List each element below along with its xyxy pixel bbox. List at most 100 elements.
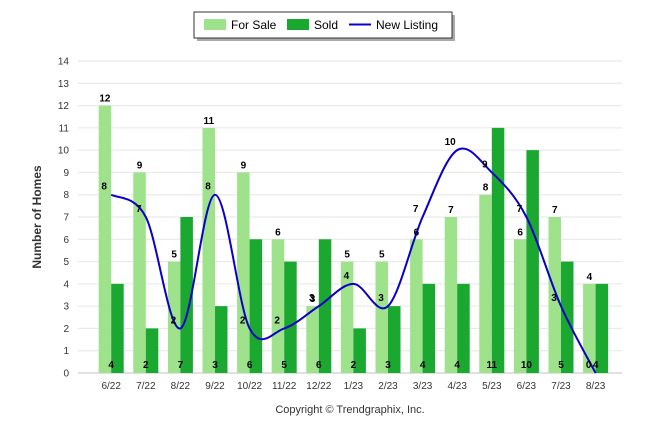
x-tick-label: 8/23 bbox=[586, 381, 606, 392]
for-sale-bar bbox=[410, 239, 423, 373]
for-sale-bar bbox=[237, 172, 250, 373]
x-tick-label: 10/22 bbox=[237, 381, 262, 392]
x-tick-label: 9/22 bbox=[205, 381, 225, 392]
x-axis: 6/22 7/22 8/22 9/22 10/22 11/22 12/22 1/23 2/23 3… bbox=[101, 381, 605, 392]
x-tick-label: 6/22 bbox=[101, 381, 121, 392]
y-tick-label: 4 bbox=[63, 279, 69, 290]
for-sale-bar bbox=[479, 194, 492, 373]
new-listing-label: 3 bbox=[551, 293, 557, 304]
sold-bar bbox=[388, 306, 401, 373]
for-sale-bar bbox=[202, 127, 215, 373]
legend: For Sale Sold New Listing bbox=[193, 11, 455, 41]
y-tick-label: 5 bbox=[63, 257, 69, 268]
sold-bar bbox=[457, 283, 470, 373]
for-sale-label: 5 bbox=[344, 250, 350, 261]
legend-swatch-for-sale bbox=[204, 19, 226, 30]
for-sale-label: 4 bbox=[587, 272, 593, 283]
new-listing-label: 9 bbox=[482, 159, 488, 170]
data-labels: 12 8 4 9 7 2 5 2 7 11 8 3 9 2 6 6 2 5 3 3 6 5 4 2 5 3 3 6 7 4 7 10 4 8 9 11… bbox=[99, 94, 598, 371]
for-sale-bar bbox=[133, 172, 146, 373]
for-sale-label: 6 bbox=[517, 227, 523, 238]
y-tick-label: 14 bbox=[58, 57, 70, 68]
for-sale-bar bbox=[271, 239, 285, 373]
for-sale-label: 3 bbox=[310, 294, 316, 305]
for-sale-bar bbox=[306, 306, 319, 373]
new-listing-label: 2 bbox=[274, 315, 280, 326]
sold-label: 4 bbox=[108, 360, 114, 371]
y-tick-label: 8 bbox=[63, 190, 69, 201]
sold-bar bbox=[145, 328, 159, 373]
x-tick-label: 1/23 bbox=[344, 381, 364, 392]
new-listing-label: 8 bbox=[101, 182, 107, 193]
legend-swatch-sold bbox=[287, 19, 309, 30]
x-tick-label: 3/23 bbox=[413, 381, 433, 392]
sold-label: 2 bbox=[351, 360, 357, 371]
for-sale-bar bbox=[513, 239, 527, 373]
x-tick-label: 7/23 bbox=[551, 381, 571, 392]
y-tick-label: 1 bbox=[63, 346, 69, 357]
for-sale-label: 12 bbox=[99, 94, 111, 105]
sold-label: 3 bbox=[212, 360, 218, 371]
sold-label: 4 bbox=[454, 360, 460, 371]
for-sale-label: 7 bbox=[448, 205, 454, 216]
sold-bar bbox=[353, 328, 366, 373]
y-tick-label: 10 bbox=[58, 146, 70, 157]
x-tick-label: 2/23 bbox=[378, 381, 398, 392]
sold-bar bbox=[595, 283, 609, 373]
y-tick-label: 6 bbox=[63, 235, 69, 246]
sold-bar bbox=[111, 283, 124, 373]
new-listing-label: 3 bbox=[378, 293, 384, 304]
y-tick-label: 0 bbox=[63, 369, 69, 380]
new-listing-label: 10 bbox=[445, 137, 457, 148]
for-sale-label: 5 bbox=[171, 250, 177, 261]
y-tick-label: 2 bbox=[63, 324, 69, 335]
sold-label: 3 bbox=[385, 360, 391, 371]
legend-label-for-sale: For Sale bbox=[231, 18, 277, 32]
y-tick-label: 7 bbox=[63, 213, 69, 224]
new-listing-label: 7 bbox=[136, 204, 142, 215]
new-listing-label: 8 bbox=[205, 182, 211, 193]
for-sale-bar bbox=[98, 105, 112, 374]
sold-bar bbox=[526, 150, 539, 373]
for-sale-label: 11 bbox=[203, 116, 214, 127]
sold-bar bbox=[215, 306, 228, 373]
x-tick-label: 8/22 bbox=[171, 381, 191, 392]
for-sale-label: 6 bbox=[414, 227, 420, 238]
y-tick-label: 13 bbox=[58, 79, 70, 90]
for-sale-bar bbox=[583, 283, 596, 373]
sold-bar bbox=[318, 239, 332, 373]
bars bbox=[98, 105, 609, 374]
copyright-text: Copyright © Trendgraphix, Inc. bbox=[275, 404, 424, 416]
y-tick-label: 12 bbox=[58, 101, 70, 112]
for-sale-bar bbox=[375, 261, 388, 373]
new-listing-label: 3 bbox=[309, 293, 315, 304]
new-listing-label: 0 bbox=[586, 360, 592, 371]
new-listing-line bbox=[110, 147, 597, 374]
sold-bar bbox=[180, 217, 193, 373]
legend-box bbox=[193, 11, 453, 39]
sold-label: 2 bbox=[143, 360, 149, 371]
y-tick-label: 11 bbox=[59, 123, 70, 134]
x-tick-label: 7/22 bbox=[136, 381, 156, 392]
for-sale-bar bbox=[340, 261, 354, 373]
new-listing-label: 7 bbox=[413, 204, 419, 215]
for-sale-bar bbox=[167, 261, 181, 373]
for-sale-label: 7 bbox=[552, 205, 558, 216]
x-tick-label: 12/22 bbox=[306, 381, 331, 392]
for-sale-bar bbox=[444, 217, 458, 373]
new-listing-label: 2 bbox=[240, 315, 246, 326]
for-sale-bar bbox=[548, 217, 561, 373]
new-listing-label: 7 bbox=[517, 204, 523, 215]
x-tick-label: 11/22 bbox=[272, 381, 297, 392]
for-sale-label: 5 bbox=[379, 250, 385, 261]
y-axis-title: Number of Homes bbox=[30, 165, 44, 269]
legend-label-new-listing: New Listing bbox=[376, 18, 438, 32]
for-sale-label: 9 bbox=[241, 160, 247, 171]
sold-bar bbox=[284, 261, 297, 373]
for-sale-label: 8 bbox=[483, 183, 489, 194]
new-listing-label: 4 bbox=[344, 271, 350, 282]
sold-label: 7 bbox=[178, 360, 184, 371]
sold-label: 6 bbox=[316, 360, 322, 371]
